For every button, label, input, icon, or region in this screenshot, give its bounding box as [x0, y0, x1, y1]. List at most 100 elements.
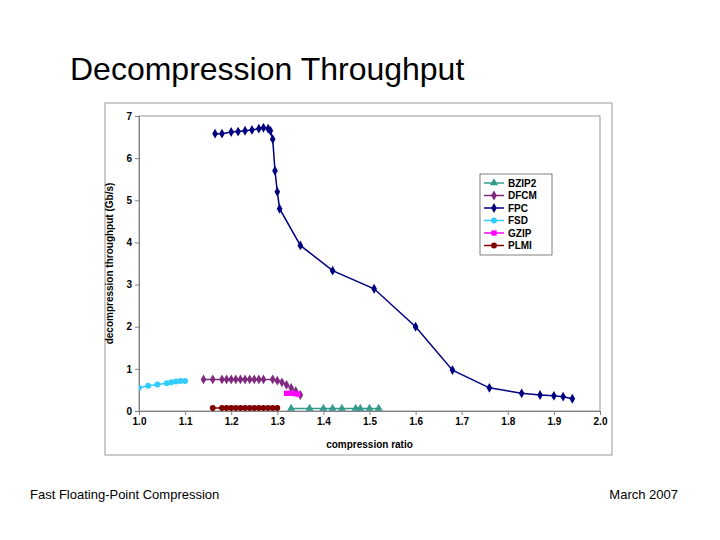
tick-label: 1.6 — [409, 416, 423, 427]
data-point — [365, 404, 373, 411]
y-axis: 0 1 2 3 4 5 6 7 — [126, 111, 139, 417]
data-point — [268, 126, 274, 136]
tick-mark — [323, 411, 324, 415]
tick-label: 1 — [126, 364, 132, 375]
data-point — [298, 240, 304, 250]
data-point — [288, 391, 293, 396]
tick-label: 2 — [126, 321, 132, 332]
axis-line — [135, 117, 140, 412]
footer-right: March 2007 — [609, 487, 678, 502]
data-point — [329, 404, 337, 411]
data-point — [277, 204, 283, 214]
data-point — [274, 187, 280, 197]
data-point — [338, 404, 346, 411]
tick-label: 6 — [126, 153, 132, 164]
tick-mark — [462, 411, 463, 415]
tick-label: 2.0 — [594, 416, 608, 427]
data-point — [249, 125, 255, 135]
legend-marker — [491, 218, 497, 224]
tick-mark — [185, 411, 186, 415]
series-line — [204, 379, 301, 395]
tick-mark — [135, 369, 139, 370]
legend-label: BZIP2 — [508, 178, 537, 189]
tick-label: 1.0 — [133, 416, 147, 427]
data-point — [274, 376, 280, 386]
tick: 4 — [126, 237, 139, 248]
tick-mark — [135, 158, 139, 159]
legend-marker — [491, 243, 497, 249]
tick: 7 — [126, 111, 139, 122]
tick-label: 1.5 — [363, 416, 377, 427]
plot-marks — [139, 123, 575, 411]
tick-mark — [277, 411, 278, 415]
tick-label: 1.3 — [271, 416, 285, 427]
data-point — [330, 266, 336, 276]
tick-mark — [370, 411, 371, 415]
tick-mark — [508, 411, 509, 415]
chart-area — [105, 103, 612, 455]
data-point — [537, 390, 543, 400]
data-point — [284, 380, 290, 390]
tick-label: 1.8 — [501, 416, 515, 427]
tick: 1.5 — [363, 411, 377, 427]
data-point — [560, 392, 566, 402]
x-axis-title: compression ratio — [326, 439, 413, 450]
data-point — [212, 129, 218, 139]
slide-title: Decompression Throughput — [70, 51, 464, 87]
data-point — [235, 127, 241, 137]
data-point — [182, 378, 188, 384]
data-point — [551, 391, 557, 401]
legend-label: DFCM — [508, 190, 537, 201]
y-axis-title: decompression throughput (Gb/s) — [104, 183, 115, 345]
tick: 1.1 — [179, 411, 193, 427]
tick-label: 0 — [126, 406, 132, 417]
data-point — [279, 377, 285, 387]
tick-mark — [135, 200, 139, 201]
data-point — [228, 127, 234, 137]
tick-label: 4 — [126, 237, 132, 248]
data-point — [270, 134, 276, 144]
tick-label: 1.2 — [225, 416, 239, 427]
data-point — [154, 381, 160, 387]
tick: 1.2 — [225, 411, 239, 427]
tick-label: 7 — [126, 111, 132, 122]
data-point — [272, 166, 278, 176]
legend-label: GZIP — [508, 228, 532, 239]
tick: 3 — [126, 279, 139, 290]
data-point — [201, 374, 207, 384]
plot-frame — [139, 116, 600, 411]
tick-label: 1.7 — [455, 416, 469, 427]
tick-label: 5 — [126, 195, 132, 206]
legend-marker — [491, 230, 496, 235]
tick: 1.7 — [455, 411, 469, 427]
tick-mark — [135, 116, 139, 117]
legend-label: FPC — [508, 203, 528, 214]
data-point — [210, 374, 216, 384]
data-point — [256, 124, 262, 134]
legend-marker — [490, 178, 498, 185]
data-point — [242, 126, 248, 136]
axis-line — [140, 412, 601, 416]
tick-label: 1.1 — [179, 416, 193, 427]
tick-label: 1.4 — [317, 416, 331, 427]
data-point — [261, 123, 267, 133]
legend-label: FSD — [508, 215, 528, 226]
data-point — [219, 129, 225, 139]
tick: 1.0 — [133, 411, 147, 427]
tick-mark — [135, 327, 139, 328]
data-point — [413, 322, 419, 332]
tick: 1.6 — [409, 411, 423, 427]
legend-marker — [491, 203, 497, 213]
data-point — [270, 374, 276, 384]
data-point — [371, 284, 377, 294]
footer-left: Fast Floating-Point Compression — [30, 487, 219, 502]
legend-marker — [491, 191, 497, 201]
data-point — [261, 374, 267, 384]
tick: 1 — [126, 364, 139, 375]
tick-mark — [135, 411, 139, 412]
tick: 6 — [126, 153, 139, 164]
data-point — [274, 405, 280, 411]
x-axis: 1.01.11.21.31.41.51.61.71.81.92.0 — [133, 411, 608, 427]
data-point — [487, 383, 493, 393]
tick-mark — [135, 285, 139, 286]
